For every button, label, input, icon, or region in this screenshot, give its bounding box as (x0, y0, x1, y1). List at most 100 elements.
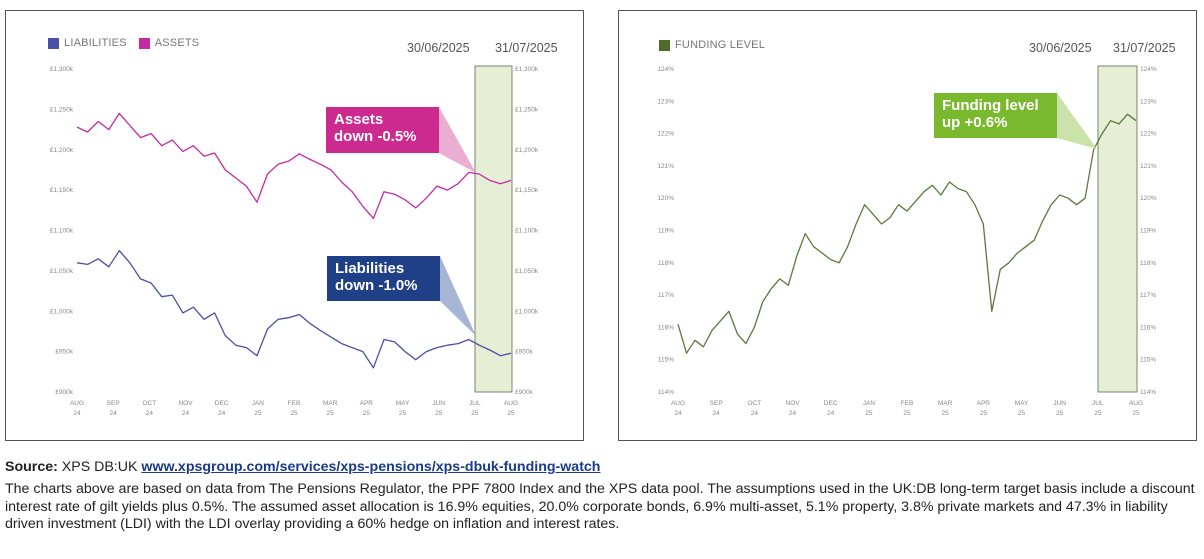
x-tick-year: 24 (218, 410, 226, 417)
liabilities-callout-line1: Liabilities (335, 260, 405, 277)
x-tick-month: NOV (785, 400, 800, 407)
x-tick-month: OCT (747, 400, 761, 407)
x-tick-year: 25 (363, 410, 371, 417)
y-tick-label-right: 118% (1140, 260, 1156, 267)
y-tick-label-left: 119% (658, 228, 674, 235)
y-tick-label-left: 114% (658, 389, 674, 396)
x-tick-year: 25 (865, 410, 873, 417)
y-tick-label-left: 121% (657, 163, 674, 170)
y-tick-label-right: 120% (1140, 195, 1157, 202)
x-tick-year: 24 (182, 410, 190, 417)
assets-liabilities-chart-panel: LIABILITIES ASSETS 30/06/2025 31/07/2025… (5, 10, 584, 441)
assets-callout-pointer (439, 107, 476, 173)
y-tick-label-left: 116% (658, 324, 674, 331)
y-tick-label-left: £1,100k (50, 228, 74, 235)
y-tick-label-left: 124% (657, 66, 674, 73)
x-tick-year: 25 (1056, 410, 1064, 417)
y-tick-label-right: £1,200k (515, 147, 539, 154)
funding-date-label-start: 30/06/2025 (1029, 41, 1092, 55)
y-tick-label-right: 117% (1140, 292, 1156, 299)
y-tick-label-left: £900k (55, 389, 73, 396)
x-tick-month: JAN (252, 400, 265, 407)
highlight-band (1097, 65, 1138, 393)
date-label-end: 31/07/2025 (495, 41, 558, 55)
x-tick-year: 25 (327, 410, 335, 417)
liabilities-callout-pointer (440, 256, 476, 336)
legend-item-funding-level: FUNDING LEVEL (659, 39, 765, 51)
assets-callout-line1: Assets (334, 111, 384, 128)
x-tick-year: 24 (827, 410, 835, 417)
liabilities-callout-line2: down -1.0% (335, 277, 418, 294)
x-tick-month: FEB (901, 400, 914, 407)
y-tick-label-right: 119% (1140, 228, 1156, 235)
source-text: XPS DB:UK (57, 459, 142, 475)
funding-level-callout: Funding level up +0.6% (934, 93, 1057, 138)
legend-item-liabilities: LIABILITIES (48, 37, 127, 49)
y-tick-label-left: 118% (658, 260, 674, 267)
date-label-start: 30/06/2025 (407, 41, 470, 55)
y-tick-label-left: £950k (55, 349, 73, 356)
assets-liabilities-plot: £1,300k £1,300k £1,250k £1,250k £1,200k £1,20… (50, 65, 539, 417)
assets-callout: Assets down -0.5% (326, 107, 439, 153)
x-tick-month: AUG (504, 400, 518, 407)
x-tick-year: 25 (942, 410, 950, 417)
chart-legend: LIABILITIES ASSETS (48, 37, 211, 49)
funding-callout-line1: Funding level (942, 97, 1039, 114)
source-label: Source: (5, 459, 58, 475)
x-tick-year: 24 (789, 410, 797, 417)
x-tick-month: AUG (671, 400, 685, 407)
x-tick-year: 24 (73, 410, 81, 417)
y-tick-label-left: 123% (657, 98, 674, 105)
x-tick-month: AUG (1129, 400, 1143, 407)
y-tick-label-left: £1,300k (50, 66, 74, 73)
assets-callout-line2: down -0.5% (334, 128, 417, 145)
x-tick-year: 25 (507, 410, 515, 417)
x-tick-month: JUN (432, 400, 445, 407)
funding-level-plot: 124% 124% 123% 123% 122% 122% 121% 121% 120% 120%… (657, 65, 1157, 417)
legend-swatch-funding-level (659, 39, 670, 51)
x-tick-year: 24 (674, 410, 682, 417)
y-tick-label-right: £1,050k (515, 268, 539, 275)
legend-swatch-assets (138, 37, 150, 49)
y-tick-label-right: £1,000k (515, 308, 539, 315)
y-tick-label-right: 121% (1140, 163, 1157, 170)
x-tick-month: SEP (107, 400, 120, 407)
x-tick-month: SEP (710, 400, 723, 407)
x-tick-month: AUG (70, 400, 84, 407)
legend-label-liabilities: LIABILITIES (64, 37, 127, 49)
y-tick-label-right: £950k (515, 349, 533, 356)
legend-item-assets: ASSETS (138, 37, 200, 49)
y-tick-label-left: 120% (657, 195, 674, 202)
x-tick-month: DEC (215, 400, 229, 407)
chart-footer: Source: XPS DB:UK www.xpsgroup.com/servi… (5, 459, 1200, 534)
source-line: Source: XPS DB:UK www.xpsgroup.com/servi… (5, 459, 1200, 477)
legend-swatch-liabilities (48, 37, 59, 49)
x-tick-month: DEC (824, 400, 838, 407)
y-tick-label-left: 122% (657, 131, 674, 138)
x-tick-year: 25 (471, 410, 479, 417)
x-tick-month: JUN (1053, 400, 1066, 407)
funding-legend: FUNDING LEVEL (659, 39, 777, 51)
funding-date-label-end: 31/07/2025 (1113, 41, 1176, 55)
legend-label-funding-level: FUNDING LEVEL (675, 39, 766, 51)
x-tick-month: APR (360, 400, 374, 407)
x-tick-year: 24 (713, 410, 721, 417)
x-tick-year: 25 (254, 410, 262, 417)
y-tick-label-right: 122% (1140, 131, 1157, 138)
series-line-liabilities (76, 250, 512, 369)
x-tick-year: 25 (1018, 410, 1026, 417)
x-tick-month: APR (977, 400, 991, 407)
x-tick-month: OCT (142, 400, 156, 407)
source-link[interactable]: www.xpsgroup.com/services/xps-pensions/x… (141, 459, 601, 475)
funding-callout-pointer (1057, 93, 1097, 149)
x-tick-year: 25 (1132, 410, 1140, 417)
y-tick-label-left: £1,150k (50, 187, 74, 194)
x-tick-month: NOV (178, 400, 193, 407)
y-tick-label-left: £1,000k (50, 308, 74, 315)
x-tick-year: 25 (290, 410, 298, 417)
series-line-assets (76, 112, 512, 220)
x-tick-year: 25 (435, 410, 443, 417)
y-tick-label-left: £1,200k (50, 147, 74, 154)
y-tick-label-right: £1,150k (515, 187, 539, 194)
x-tick-month: JUL (1092, 400, 1104, 407)
